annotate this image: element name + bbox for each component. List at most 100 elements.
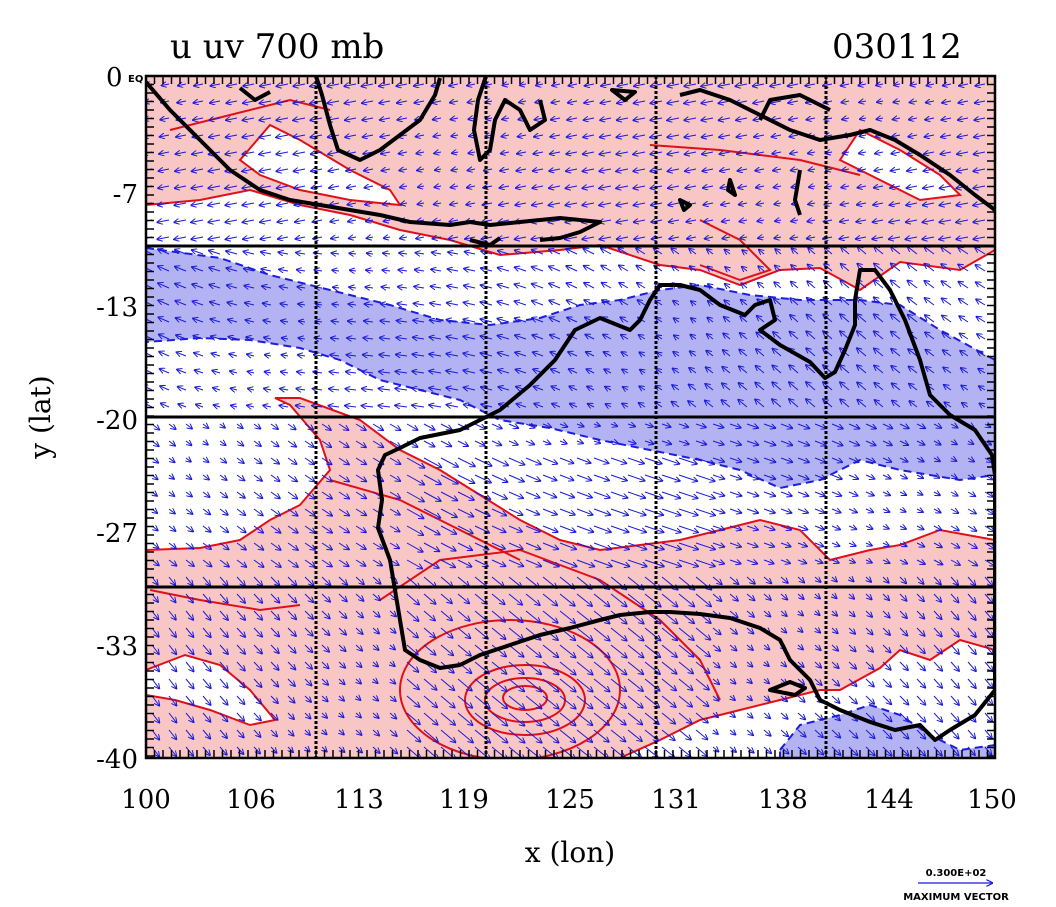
wind-vector bbox=[808, 248, 816, 255]
wind-vector bbox=[367, 253, 374, 254]
wind-vector bbox=[774, 282, 782, 289]
wind-vector bbox=[708, 284, 713, 288]
wind-vector bbox=[565, 237, 578, 239]
wind-vector bbox=[159, 169, 170, 171]
wind-vector bbox=[973, 169, 986, 171]
wind-vector bbox=[498, 285, 510, 288]
wind-vector bbox=[384, 237, 391, 238]
wind-vector bbox=[601, 266, 612, 272]
wind-vector bbox=[689, 249, 697, 255]
wind-vector bbox=[599, 169, 612, 171]
wind-vector bbox=[566, 152, 578, 154]
wind-vector bbox=[755, 152, 765, 154]
wind-vector bbox=[434, 152, 442, 153]
wind-vector bbox=[702, 135, 714, 137]
wind-vector bbox=[415, 101, 425, 103]
wind-vector bbox=[516, 169, 527, 171]
wind-vector bbox=[738, 186, 748, 188]
wind-vector bbox=[584, 249, 595, 255]
wind-vector bbox=[667, 118, 680, 120]
wind-vector bbox=[976, 299, 986, 306]
wind-vector bbox=[957, 135, 969, 137]
wind-vector bbox=[874, 247, 884, 255]
wind-vector bbox=[584, 283, 595, 289]
wind-vector bbox=[908, 281, 918, 289]
wind-vector bbox=[873, 203, 884, 205]
wind-vector bbox=[775, 220, 782, 221]
wind-vector bbox=[957, 152, 969, 154]
wind-vector bbox=[225, 203, 238, 205]
wind-vector bbox=[416, 152, 425, 154]
wind-vector bbox=[379, 84, 391, 86]
wind-vector bbox=[349, 253, 357, 254]
wind-vector bbox=[452, 152, 459, 153]
wind-vector bbox=[974, 152, 986, 154]
wind-vector bbox=[467, 186, 476, 188]
wind-vector bbox=[485, 84, 493, 85]
wind-vector bbox=[725, 284, 730, 288]
wind-vector bbox=[877, 118, 884, 119]
wind-vector bbox=[481, 268, 493, 271]
wind-vector bbox=[701, 101, 714, 103]
wind-vector bbox=[279, 269, 289, 271]
wind-vector bbox=[515, 250, 527, 254]
wind-vector bbox=[227, 302, 238, 305]
wind-vector bbox=[278, 237, 289, 239]
wind-vector bbox=[382, 270, 391, 271]
wind-vector bbox=[176, 135, 187, 137]
wind-vector bbox=[175, 169, 187, 171]
wind-vector bbox=[293, 101, 306, 103]
wind-vector bbox=[329, 169, 340, 171]
wind-vector bbox=[702, 152, 714, 154]
wind-vector bbox=[174, 237, 187, 239]
wind-vector bbox=[791, 265, 799, 272]
wind-vector bbox=[685, 152, 697, 154]
wind-vector bbox=[668, 203, 680, 205]
wind-vector bbox=[685, 186, 697, 188]
wind-vector bbox=[158, 283, 170, 289]
wind-vector bbox=[399, 169, 408, 171]
wind-vector bbox=[619, 283, 629, 289]
wind-vector bbox=[160, 135, 170, 137]
wind-vector bbox=[584, 101, 595, 103]
wind-vector bbox=[891, 247, 901, 255]
wind-vector bbox=[958, 265, 969, 272]
wind-vector bbox=[893, 101, 901, 102]
wind-vector bbox=[720, 169, 731, 171]
wind-vector bbox=[259, 118, 272, 120]
wind-vector bbox=[192, 267, 204, 271]
wind-vector bbox=[724, 300, 731, 305]
y-tick-origin: 0 bbox=[106, 63, 123, 93]
wind-vector bbox=[601, 84, 612, 86]
wind-vector bbox=[277, 84, 289, 86]
wind-vector bbox=[874, 297, 884, 306]
wind-vector bbox=[500, 169, 510, 171]
wind-vector bbox=[924, 152, 935, 154]
wind-vector bbox=[259, 135, 272, 137]
wind-vector bbox=[162, 84, 170, 86]
wind-vector bbox=[755, 169, 765, 171]
wind-vector bbox=[367, 237, 374, 238]
wind-vector bbox=[908, 298, 918, 306]
wind-vector bbox=[191, 220, 204, 222]
wind-vector bbox=[227, 285, 238, 288]
wind-vector bbox=[788, 84, 799, 86]
wind-vector bbox=[466, 203, 476, 205]
wind-vector bbox=[414, 84, 425, 86]
wind-vector bbox=[298, 304, 306, 305]
wind-vector bbox=[192, 152, 204, 154]
wind-vector bbox=[226, 101, 238, 103]
wind-vector bbox=[856, 220, 867, 222]
wind-vector bbox=[175, 250, 187, 255]
wind-vector bbox=[774, 203, 782, 204]
wind-vector bbox=[397, 118, 408, 120]
wind-vector bbox=[380, 118, 391, 120]
wind-vector bbox=[956, 203, 969, 205]
wind-vector bbox=[669, 237, 680, 239]
wind-vector bbox=[667, 101, 680, 103]
wind-vector bbox=[924, 169, 935, 171]
wind-vector bbox=[534, 135, 544, 137]
vector-caption: MAXIMUM VECTOR bbox=[903, 892, 1009, 903]
wind-vector bbox=[958, 118, 969, 120]
wind-vector bbox=[414, 303, 425, 305]
